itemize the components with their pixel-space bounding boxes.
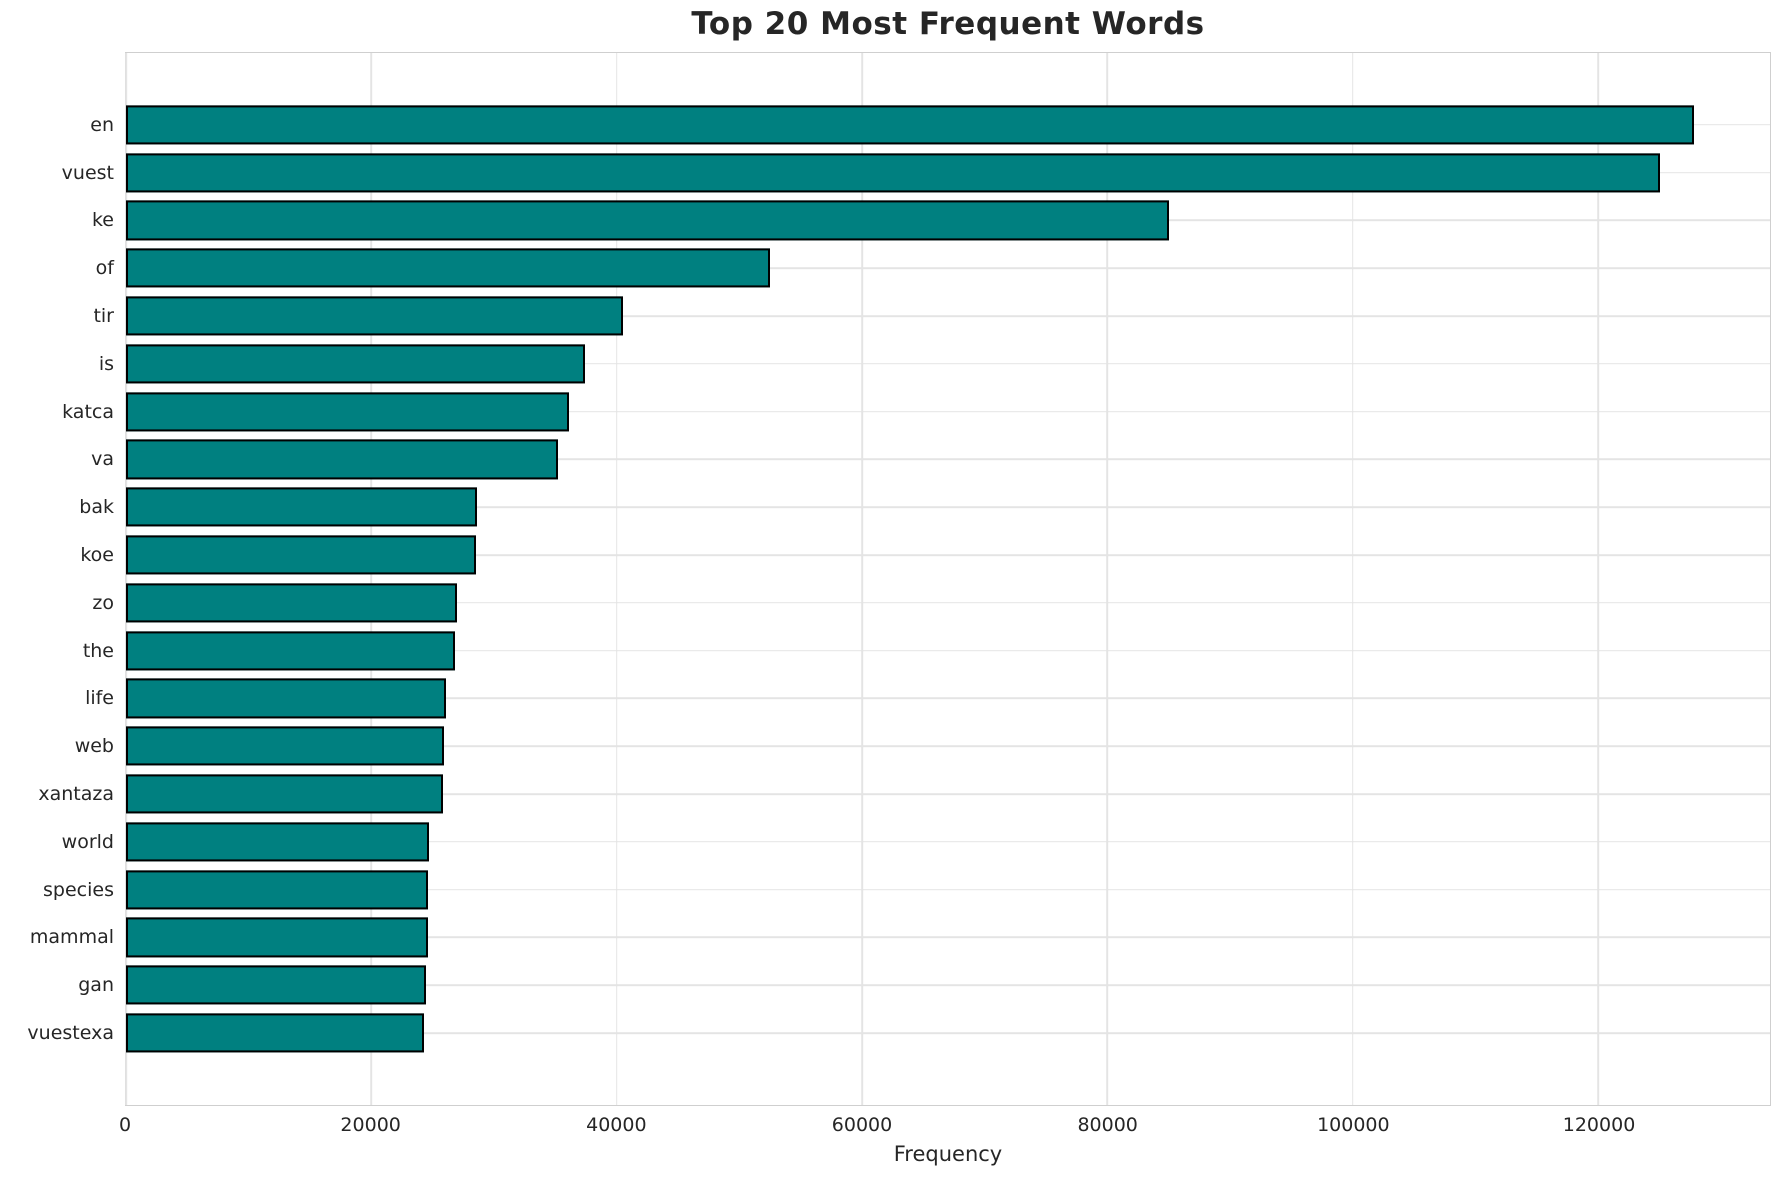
y-axis-label: vuest — [61, 161, 114, 184]
y-axis-label: en — [90, 113, 114, 136]
x-tick-label: 80000 — [1077, 1114, 1138, 1136]
bar-row: ke — [92, 197, 1770, 245]
grid-line-vertical — [1352, 53, 1354, 1105]
bar-row: life — [85, 675, 1770, 723]
y-axis-label: zo — [92, 591, 114, 614]
bar-row: species — [43, 866, 1770, 914]
grid-line-horizontal — [126, 315, 1770, 317]
y-axis-label: tir — [93, 305, 114, 328]
bar — [126, 487, 477, 527]
bar — [126, 535, 476, 575]
bar-row: katca — [62, 388, 1770, 436]
bar — [126, 248, 771, 288]
bar-row: tir — [93, 292, 1770, 340]
bar — [126, 822, 430, 862]
bar — [126, 870, 429, 910]
grid-layer — [125, 53, 1770, 1105]
bar — [126, 344, 585, 384]
x-tick-label: 120000 — [1562, 1114, 1636, 1136]
y-axis-label: ke — [91, 209, 114, 232]
y-axis-label: va — [91, 448, 114, 471]
x-axis-ticks: 0 20000 40000 60000 80000 100000 120000 — [119, 1114, 1771, 1142]
y-axis-label: the — [82, 639, 114, 662]
bar — [126, 200, 1169, 241]
y-axis-label: of — [95, 257, 114, 280]
grid-line-horizontal — [126, 841, 1770, 843]
x-tick-label: 100000 — [1317, 1114, 1390, 1136]
grid-line-vertical — [125, 53, 127, 1105]
y-axis-label: koe — [80, 544, 114, 567]
x-axis-label: Frequency — [893, 1142, 1003, 1166]
bar-row: mammal — [30, 914, 1770, 962]
grid-line-horizontal — [126, 745, 1770, 748]
bar-row: en — [90, 101, 1770, 149]
grid-line-horizontal — [126, 1032, 1770, 1034]
grid-line-vertical — [615, 53, 618, 1105]
bar — [126, 917, 428, 958]
grid-line-horizontal — [126, 506, 1770, 509]
grid-line-horizontal — [126, 649, 1770, 652]
bar-row: web — [75, 722, 1770, 770]
bar — [126, 105, 1694, 145]
bar-row: of — [96, 244, 1770, 292]
bar-row: gan — [78, 961, 1770, 1009]
y-axis-label: species — [43, 878, 114, 901]
plot-area: en vuest ke of tir is katca va b — [27, 52, 1771, 1106]
bar-row: world — [62, 818, 1770, 866]
bar — [126, 583, 458, 623]
grid-line-vertical — [861, 53, 863, 1105]
grid-line-horizontal — [126, 793, 1770, 795]
y-axis-label: world — [61, 830, 114, 853]
bar — [126, 965, 426, 1005]
y-axis-label: vuestexa — [27, 1022, 114, 1045]
grid-line-horizontal — [126, 984, 1770, 987]
grid-line-horizontal — [126, 697, 1770, 700]
bar — [126, 439, 558, 480]
x-tick-label: 0 — [118, 1114, 132, 1136]
bar-row: xantaza — [38, 770, 1770, 818]
y-axis-label: is — [98, 352, 114, 375]
grid-line-horizontal — [126, 936, 1770, 939]
grid-line-horizontal — [126, 602, 1770, 604]
bar — [126, 392, 569, 432]
y-axis-label: bak — [79, 496, 114, 519]
y-axis-label: web — [74, 735, 114, 758]
grid-line-horizontal — [126, 410, 1770, 413]
bar — [126, 153, 1660, 193]
bar-row: va — [91, 436, 1770, 484]
bar-row: is — [99, 340, 1770, 388]
grid-line-horizontal — [126, 888, 1770, 891]
y-axis-label: gan — [78, 974, 114, 997]
grid-line-horizontal — [126, 458, 1770, 461]
grid-line-horizontal — [126, 363, 1770, 365]
bar-row: vuestexa — [27, 1009, 1770, 1057]
x-tick-label: 20000 — [340, 1114, 401, 1136]
bar-row: vuest — [62, 149, 1770, 197]
bar — [126, 678, 447, 719]
bar — [126, 296, 623, 336]
grid-line-horizontal — [126, 267, 1770, 270]
chart-title: Top 20 Most Frequent Words — [691, 6, 1205, 42]
bar — [126, 726, 444, 766]
grid-line-horizontal — [126, 554, 1770, 556]
bar — [126, 774, 443, 814]
y-axis-label: life — [85, 687, 114, 710]
grid-line-vertical — [1597, 53, 1600, 1105]
y-axis-label: mammal — [29, 926, 114, 949]
y-axis-label: xantaza — [38, 783, 114, 806]
bar-row: koe — [80, 531, 1770, 579]
y-axis-label: katca — [62, 400, 114, 423]
bar — [126, 631, 455, 671]
x-tick-label: 60000 — [831, 1114, 893, 1136]
bar-row: zo — [92, 579, 1770, 627]
bar-row: bak — [79, 483, 1770, 531]
bar-row: the — [83, 627, 1770, 675]
bar — [126, 1013, 425, 1053]
bar-rows: en vuest ke of tir is katca va b — [27, 53, 1770, 1105]
grid-line-vertical — [370, 53, 373, 1105]
x-tick-label: 40000 — [586, 1114, 647, 1136]
grid-line-vertical — [1106, 53, 1109, 1105]
